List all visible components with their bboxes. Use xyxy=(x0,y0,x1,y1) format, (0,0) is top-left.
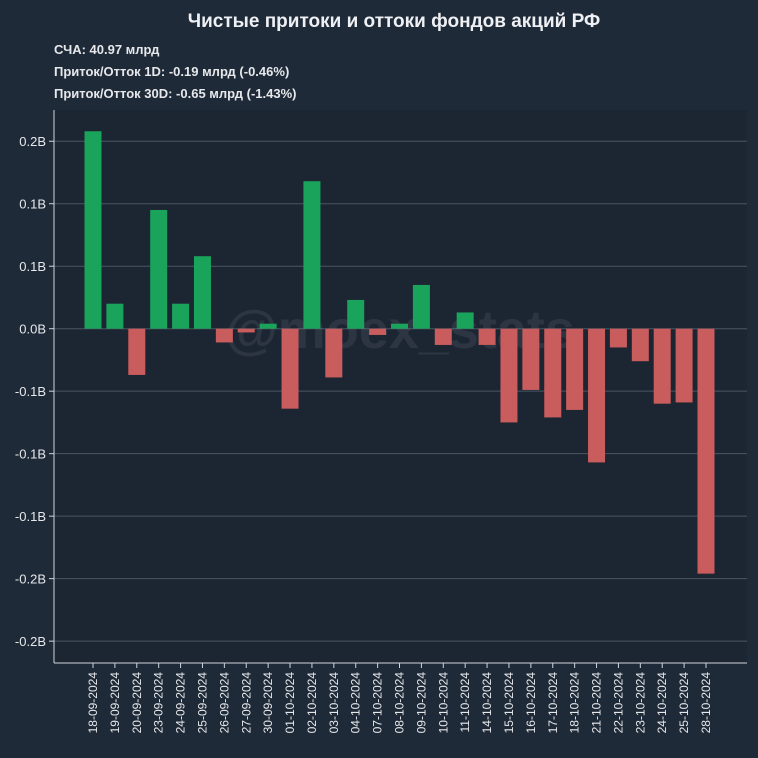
y-tick-label: 0.0B xyxy=(19,322,46,337)
bar xyxy=(237,328,255,333)
x-tick-label: 21-10-2024 xyxy=(590,672,604,734)
x-tick-label: 28-10-2024 xyxy=(699,672,713,734)
plot-area xyxy=(54,110,747,663)
x-tick-label: 26-09-2024 xyxy=(217,672,231,734)
x-tick-label: 09-10-2024 xyxy=(414,672,428,734)
bar xyxy=(588,328,606,463)
bar xyxy=(478,328,496,345)
x-tick-label: 20-09-2024 xyxy=(130,672,144,734)
bar xyxy=(106,303,124,329)
info-nav: СЧА: 40.97 млрд xyxy=(54,42,160,57)
x-tick-label: 11-10-2024 xyxy=(458,672,472,733)
bar xyxy=(412,284,430,329)
bar xyxy=(193,256,211,329)
bar xyxy=(522,328,540,390)
bar xyxy=(500,328,518,423)
x-tick-label: 16-10-2024 xyxy=(524,672,538,734)
x-tick-label: 03-10-2024 xyxy=(327,672,341,734)
bar xyxy=(259,323,277,329)
bar xyxy=(84,131,102,329)
x-tick-label: 08-10-2024 xyxy=(393,672,407,734)
x-tick-label: 18-10-2024 xyxy=(568,672,582,734)
x-tick-label: 02-10-2024 xyxy=(305,672,319,734)
bar xyxy=(303,181,321,329)
y-tick-label: -0.2B xyxy=(15,634,46,649)
x-tick-label: 25-10-2024 xyxy=(677,672,691,734)
x-tick-label: 27-09-2024 xyxy=(239,672,253,734)
x-tick-label: 18-09-2024 xyxy=(86,672,100,734)
bar xyxy=(609,328,627,348)
y-tick-label: 0.1B xyxy=(19,197,46,212)
x-tick-label: 04-10-2024 xyxy=(349,672,363,734)
bar xyxy=(172,303,190,329)
x-tick-label: 01-10-2024 xyxy=(283,672,297,734)
chart-title: Чистые притоки и оттоки фондов акций РФ xyxy=(188,11,601,32)
y-tick-label: -0.2B xyxy=(15,572,46,587)
x-tick-label: 30-09-2024 xyxy=(261,672,275,734)
bar xyxy=(566,328,584,410)
x-tick-label: 24-10-2024 xyxy=(655,672,669,734)
bar xyxy=(544,328,562,418)
x-tick-label: 07-10-2024 xyxy=(371,672,385,734)
x-tick-label: 22-10-2024 xyxy=(611,672,625,734)
x-tick-label: 23-10-2024 xyxy=(633,672,647,734)
y-tick-label: -0.1B xyxy=(15,384,46,399)
x-tick-label: 15-10-2024 xyxy=(502,672,516,734)
bar xyxy=(631,328,649,362)
bar xyxy=(325,328,343,378)
bar xyxy=(281,328,299,409)
x-tick-label: 19-09-2024 xyxy=(108,672,122,734)
x-tick-label: 10-10-2024 xyxy=(436,672,450,734)
info-flow-30d: Приток/Отток 30D: -0.65 млрд (-1.43%) xyxy=(54,86,297,101)
x-tick-label: 25-09-2024 xyxy=(195,672,209,734)
x-tick-label: 24-09-2024 xyxy=(174,672,188,734)
bar xyxy=(456,312,474,329)
bar xyxy=(347,299,365,329)
bar xyxy=(369,328,387,335)
bar xyxy=(150,209,168,329)
bar xyxy=(391,323,408,329)
x-tick-label: 23-09-2024 xyxy=(152,672,166,734)
y-tick-label: 0.1B xyxy=(19,259,46,274)
y-tick-label: -0.1B xyxy=(15,447,46,462)
bar xyxy=(675,328,693,403)
bar xyxy=(434,328,452,345)
y-tick-label: 0.2B xyxy=(19,134,46,149)
bar xyxy=(215,328,233,343)
y-tick-label: -0.1B xyxy=(15,509,46,524)
x-tick-label: 14-10-2024 xyxy=(480,672,494,734)
bar xyxy=(697,328,715,574)
bar xyxy=(653,328,671,404)
x-tick-label: 17-10-2024 xyxy=(546,672,560,734)
info-flow-1d: Приток/Отток 1D: -0.19 млрд (-0.46%) xyxy=(54,64,289,79)
bar xyxy=(128,328,146,375)
